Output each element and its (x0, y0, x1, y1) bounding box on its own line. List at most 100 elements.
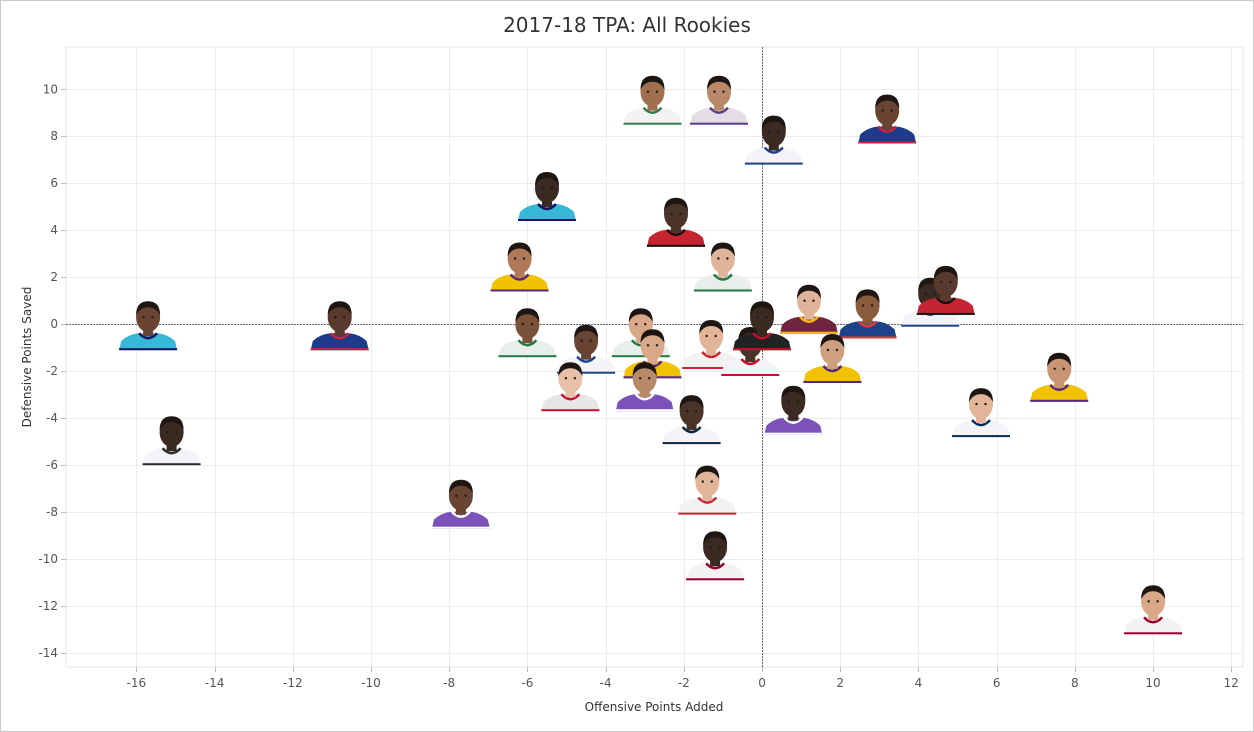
tick-labels: -16 -14 -12 -10 -8 -6 -4 -2 0 2 4 6 8 10 12 10 8 6 4 2 0 -2 -4… (38, 82, 1239, 690)
jersey-collar (697, 496, 718, 504)
head (781, 386, 806, 417)
eye (174, 431, 178, 434)
jersey-trim (803, 381, 862, 383)
hair (781, 385, 806, 400)
jersey (803, 366, 862, 383)
data-point (662, 395, 721, 445)
jersey-trim (916, 312, 975, 315)
data-point (838, 289, 897, 339)
eye (530, 323, 534, 326)
eye (870, 304, 874, 307)
head (679, 396, 704, 427)
hair (933, 265, 958, 280)
jersey-trim (498, 355, 557, 358)
jersey-trim (623, 122, 682, 125)
hair (664, 197, 688, 212)
hair (695, 465, 720, 480)
head (632, 363, 657, 394)
jersey-trim (431, 526, 490, 529)
eye (522, 257, 526, 260)
jersey-trim (721, 374, 780, 376)
y-tick-label: -12 (38, 599, 58, 613)
x-tick-label: -4 (600, 676, 612, 690)
head (136, 302, 161, 333)
jersey (780, 316, 838, 334)
x-axis-label: Offensive Points Added (585, 700, 724, 714)
jersey (310, 333, 369, 351)
jersey-collar (1143, 616, 1164, 624)
eye (705, 334, 708, 338)
jersey-collar (329, 332, 350, 340)
jersey-trim (690, 122, 748, 125)
jersey-collar (701, 351, 722, 359)
jersey (490, 274, 549, 292)
jersey-trim (764, 432, 823, 435)
hair (535, 172, 559, 186)
eye (812, 299, 815, 302)
jersey-collar (857, 320, 878, 328)
data-points (119, 75, 1183, 635)
head (969, 389, 993, 420)
jersey-collar (822, 365, 843, 373)
data-point (541, 362, 600, 412)
x-tick-label: 12 (1224, 676, 1239, 690)
hair (640, 329, 665, 344)
eye (940, 280, 943, 284)
data-point (623, 75, 682, 125)
data-point (803, 334, 862, 383)
data-point (678, 465, 737, 515)
x-tick-label: 2 (836, 676, 844, 690)
y-tick-label: 2 (50, 270, 58, 284)
eye (639, 377, 642, 380)
gridlines (61, 46, 1244, 672)
jersey (119, 333, 178, 351)
jersey-collar (560, 393, 581, 401)
jersey-trim (952, 435, 1010, 438)
jersey-collar (517, 339, 538, 347)
eye (648, 377, 651, 380)
eye (670, 212, 673, 215)
eye (722, 90, 725, 93)
x-tick-label: -2 (678, 676, 690, 690)
eye (635, 323, 638, 326)
head (159, 417, 184, 448)
jersey-collar (681, 426, 702, 434)
eye (713, 90, 716, 93)
jersey-collar (537, 203, 557, 211)
eye (718, 546, 721, 549)
y-axis-label: Defensive Points Saved (20, 287, 34, 428)
jersey (1030, 384, 1089, 402)
jersey (662, 427, 721, 445)
eye (701, 480, 704, 483)
head (707, 76, 731, 107)
head (761, 116, 786, 147)
head (797, 285, 821, 316)
eye (777, 130, 780, 133)
x-tick-label: 0 (758, 676, 766, 690)
eye (933, 292, 936, 295)
eye (694, 409, 698, 413)
jersey-collar (576, 355, 597, 363)
head (1047, 353, 1072, 384)
plot-area (65, 46, 1244, 668)
data-point (431, 479, 490, 529)
hair (707, 75, 731, 90)
jersey (721, 359, 780, 376)
jersey (682, 352, 741, 369)
head (710, 243, 735, 274)
jersey (541, 394, 600, 412)
eye (589, 339, 592, 342)
chart-title: 2017-18 TPA: All Rookies (503, 13, 751, 37)
jersey (1124, 617, 1183, 635)
y-tick-label: -10 (38, 552, 58, 566)
jersey (498, 340, 557, 358)
y-tick-label: -14 (38, 646, 58, 660)
head (640, 330, 665, 361)
eye (1147, 600, 1150, 603)
jersey-trim (142, 463, 201, 466)
y-tick-label: 6 (50, 176, 58, 190)
head (664, 198, 688, 229)
eye (861, 304, 865, 307)
jersey-collar (161, 447, 182, 455)
x-tick-label: -14 (205, 676, 225, 690)
